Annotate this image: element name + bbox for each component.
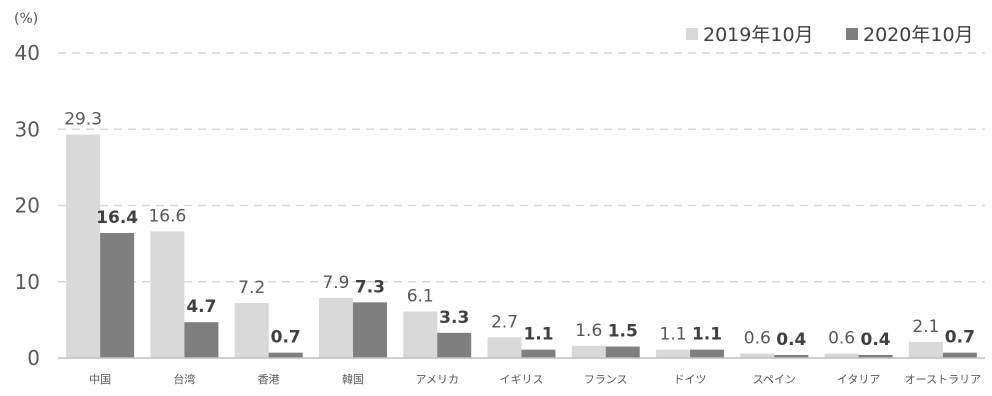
y-axis-unit-label: (%) (14, 11, 38, 27)
data-label-2020: 1.1 (523, 325, 553, 345)
y-tick-label: 10 (15, 270, 40, 294)
data-label-2020: 3.3 (439, 308, 469, 328)
y-axis-ticks: 0 10 20 30 40 (15, 41, 40, 370)
x-tick-label: 韓国 (342, 373, 364, 386)
data-label-2019: 7.2 (238, 278, 265, 298)
x-tick-label: フランス (584, 373, 628, 386)
bar-2019 (66, 134, 101, 358)
bar-2020 (184, 322, 219, 358)
bar-2020 (942, 352, 977, 358)
gridlines (58, 52, 985, 283)
bar-2020 (690, 349, 725, 358)
x-tick-label: スペイン (753, 373, 796, 386)
data-label-2020: 1.1 (692, 325, 722, 345)
x-tick-label: オーストラリア (905, 373, 981, 386)
data-label-2019: 1.1 (660, 325, 687, 345)
data-label-2020: 0.4 (776, 330, 806, 350)
data-label-2019: 0.6 (744, 328, 771, 348)
data-label-2019: 16.6 (148, 206, 186, 226)
legend-label-2019: 2019年10月 (703, 24, 814, 46)
bar-2019 (487, 337, 522, 358)
legend-swatch-2019 (686, 28, 698, 40)
data-label-2020: 0.7 (271, 328, 301, 348)
bars (66, 134, 977, 358)
legend: 2019年10月 2020年10月 (686, 24, 974, 46)
data-label-2019: 2.7 (491, 312, 518, 332)
data-label-2020: 0.7 (945, 328, 975, 348)
x-tick-label: アメリカ (416, 373, 459, 386)
data-label-2019: 7.9 (322, 273, 349, 293)
bar-2020 (100, 232, 135, 358)
data-labels: 29.316.4 16.64.77.20.77.9 7.3 6.13.3 2.71.1 1… (64, 110, 975, 350)
x-tick-label: イタリア (837, 373, 881, 386)
y-tick-label: 40 (15, 41, 40, 65)
x-axis-ticks: 中国 台湾 香港 韓国 アメリカ イギリス フランス ドイツ スペイン イタリア オーストラリア (89, 372, 981, 386)
bar-2019 (824, 353, 859, 358)
x-tick-label: 香港 (258, 373, 280, 386)
bar-2020 (605, 346, 640, 358)
bar-2019 (150, 231, 185, 358)
bar-2019 (403, 311, 438, 358)
data-label-2020: 1.5 (608, 322, 638, 342)
bar-2020 (521, 349, 556, 358)
data-label-2019: 2.1 (912, 317, 939, 337)
data-label-2020: 16.4 (96, 208, 138, 228)
data-label-2020: 7.3 (355, 277, 385, 297)
bar-2020 (352, 302, 387, 358)
bar-2019 (740, 353, 775, 358)
data-label-2019: 29.3 (64, 110, 102, 130)
y-tick-label: 0 (27, 346, 40, 370)
x-tick-label: イギリス (500, 373, 544, 386)
data-label-2019: 0.6 (828, 328, 855, 348)
data-label-2019: 6.1 (407, 286, 434, 306)
bar-2019 (571, 345, 606, 358)
x-tick-label: 台湾 (173, 372, 195, 386)
legend-label-2020: 2020年10月 (863, 24, 974, 46)
bar-2019 (318, 297, 353, 358)
data-label-2020: 0.4 (861, 330, 891, 350)
x-tick-label: 中国 (89, 373, 111, 386)
bar-2019 (656, 349, 691, 358)
bar-2020 (774, 354, 809, 358)
bar-2020 (437, 332, 472, 358)
bar-2020 (268, 352, 303, 358)
data-label-2020: 4.7 (186, 297, 216, 317)
data-label-2019: 1.6 (575, 321, 602, 341)
bar-2019 (908, 341, 943, 358)
legend-swatch-2020 (846, 28, 858, 40)
y-tick-label: 20 (15, 194, 40, 218)
bar-2019 (234, 303, 269, 358)
y-tick-label: 30 (15, 117, 40, 141)
bar-2020 (858, 354, 893, 358)
x-tick-label: ドイツ (674, 373, 707, 386)
